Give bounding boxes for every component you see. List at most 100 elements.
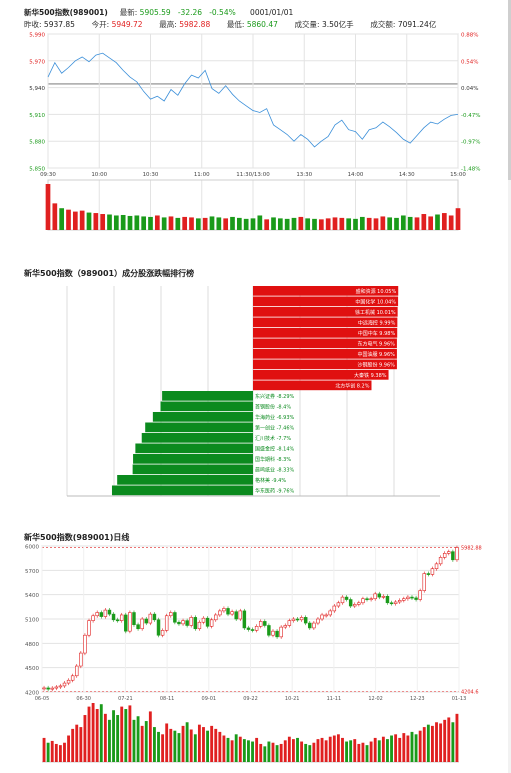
kline-candle — [430, 568, 435, 575]
kline-candle — [336, 602, 341, 607]
kline-candle — [410, 596, 414, 599]
kline-volume-bar — [439, 723, 443, 762]
intraday-y-tick-right: -0.47% — [461, 113, 480, 119]
kline-candle — [91, 615, 95, 621]
kline-high-label: 5982.88 — [461, 545, 482, 551]
volume-bar — [400, 215, 406, 230]
ranking-bar-down — [111, 485, 253, 496]
kline-x-tick: 01-13 — [452, 696, 467, 702]
kline-candle — [402, 598, 406, 601]
kline-volume-bar — [50, 740, 54, 762]
volume-bar — [168, 216, 174, 230]
kline-volume-bar — [390, 735, 393, 762]
ranking-label-up: 东方电气 9.96% — [357, 341, 395, 348]
kline-volume-bar — [398, 737, 402, 762]
kline-candle — [320, 614, 324, 620]
intraday-y-tick-right: -1.48% — [461, 167, 480, 173]
kline-volume-bar — [414, 734, 418, 762]
volume-bar — [332, 217, 338, 230]
kline-volume-bar — [296, 737, 299, 762]
kline-y-tick: 4200 — [25, 691, 39, 697]
kline-candle — [230, 611, 234, 615]
kline-x-tick: 12-02 — [368, 696, 383, 702]
kline-volume-bar — [103, 713, 107, 762]
intraday-x-tick: 14:00 — [348, 172, 364, 178]
page-scrollbar[interactable] — [508, 0, 511, 773]
kline-volume-bar — [247, 740, 250, 762]
volume-bar — [223, 218, 229, 230]
volume-bar — [305, 218, 311, 230]
ranking-bar-up — [253, 328, 398, 338]
ranking-label-down: 晨鸣纸业 -8.33% — [255, 467, 295, 474]
volume-bar — [86, 212, 92, 230]
volume-bar — [414, 217, 420, 230]
kline-volume-bar — [426, 724, 430, 762]
kline-volume-bar — [234, 734, 238, 762]
scrollbar-thumb[interactable] — [508, 0, 511, 180]
kline-volume-bar — [316, 739, 320, 762]
intraday-x-tick: 10:00 — [91, 172, 107, 178]
volume-bar — [107, 214, 112, 230]
kline-volume-bar — [230, 740, 234, 762]
kline-candle — [169, 612, 173, 617]
ranking-bar-up — [253, 338, 397, 349]
volume-bar — [154, 215, 160, 230]
kline-volume-bar — [181, 725, 185, 762]
kline-candle — [406, 596, 410, 600]
ranking-label-up: 沙钢股份 9.96% — [357, 362, 395, 369]
kline-volume-bar — [214, 728, 218, 762]
kline-volume-bar — [91, 703, 95, 762]
volume-bar — [175, 217, 181, 230]
volume-bar — [93, 213, 99, 230]
kline-candle — [389, 602, 394, 605]
volume-bar — [373, 218, 379, 230]
kline-candle — [111, 613, 116, 621]
intraday-price-line — [47, 52, 459, 148]
kline-volume-bar — [152, 727, 156, 762]
kline-volume-bar — [165, 723, 169, 762]
kline-candle — [455, 547, 459, 561]
kline-candle — [87, 620, 91, 636]
kline-x-tick: 06-05 — [35, 696, 50, 702]
kline-volume-bar — [193, 734, 197, 762]
kline-candle — [46, 687, 50, 690]
kline-volume-bar — [271, 742, 275, 762]
kline-volume-bar — [157, 731, 160, 762]
kline-volume-bar — [185, 722, 189, 762]
ranking-label-up: 大秦铁 9.38% — [354, 372, 387, 379]
ranking-bar-down — [133, 454, 253, 464]
kline-candle — [287, 620, 292, 626]
kline-candle — [173, 612, 177, 623]
ranking-label-up: 北方华创 8.2% — [335, 383, 370, 390]
kline-volume-bar — [83, 715, 87, 762]
kline-volume-bar — [357, 743, 361, 762]
kline-volume-bar — [263, 746, 267, 762]
kline-candle — [438, 557, 443, 565]
kline-volume-bar — [95, 709, 99, 762]
volume-bar — [455, 208, 461, 230]
ranking-label-down: 第一创业 -7.46% — [255, 425, 295, 432]
kline-candle — [115, 619, 120, 622]
kline-volume-bar — [226, 737, 230, 762]
volume-bar — [120, 214, 126, 230]
volume-bar — [277, 218, 283, 230]
kline-volume-bar — [402, 733, 406, 762]
kline-candle — [70, 675, 75, 681]
kline-volume-bar — [430, 725, 434, 762]
volume-bar — [325, 218, 331, 230]
amount-label: 成交额: — [370, 20, 396, 29]
volume-bar — [202, 217, 208, 230]
kline-volume-bar — [418, 730, 422, 762]
volume-bar — [428, 216, 434, 230]
kline-candle — [426, 573, 431, 575]
volume-bar — [407, 216, 413, 230]
intraday-y-tick-right: 0.88% — [461, 33, 478, 39]
volume-bar — [250, 218, 256, 230]
ranking-bar-up — [253, 307, 398, 317]
kline-candle — [209, 619, 214, 627]
kline-candle — [332, 605, 337, 612]
kline-y-tick: 5700 — [25, 569, 39, 575]
high-value: 5982.88 — [179, 20, 211, 29]
kline-candle — [144, 618, 148, 624]
volume-bar — [59, 208, 65, 230]
